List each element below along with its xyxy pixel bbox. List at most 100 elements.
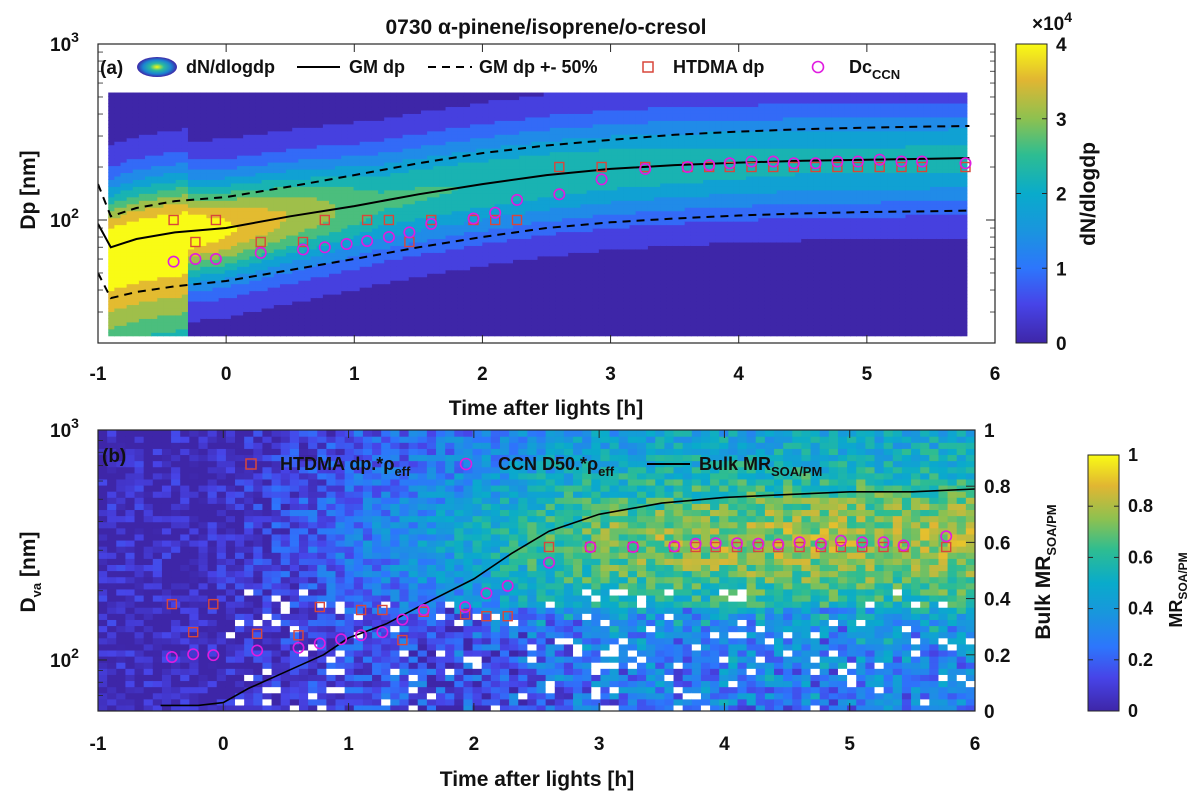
heatmap-cell — [500, 148, 508, 153]
heatmap-cell — [353, 224, 361, 229]
heatmap-cell — [537, 155, 545, 160]
heatmap-cell — [120, 134, 128, 139]
heatmap-cell — [365, 228, 373, 233]
heatmap-cell — [279, 172, 287, 177]
heatmap-cell — [138, 290, 146, 295]
heatmap-cell — [421, 120, 428, 125]
heatmap-cell — [506, 280, 514, 285]
heatmap-cell — [470, 116, 477, 121]
heatmap-cell — [359, 224, 367, 229]
heatmap-cell — [114, 238, 122, 243]
heatmap-cell — [181, 144, 189, 149]
heatmap-cell — [384, 294, 391, 299]
heatmap-cell — [463, 144, 471, 149]
heatmap-cell — [187, 266, 195, 271]
heatmap-cell — [433, 186, 441, 191]
heatmap-cell — [371, 262, 379, 267]
heatmap-cell — [163, 116, 171, 121]
heatmap-cell — [212, 283, 220, 288]
heatmap-cell — [494, 144, 502, 149]
heatmap-cell — [402, 224, 410, 229]
heatmap-cell — [519, 106, 526, 111]
heatmap-cell — [194, 168, 201, 174]
heatmap-cell — [402, 141, 410, 146]
heatmap-cell — [298, 144, 306, 149]
heatmap-cell — [353, 130, 361, 135]
heatmap-cell — [286, 144, 293, 149]
heatmap-cell — [506, 99, 514, 104]
heatmap-cell — [439, 172, 447, 177]
heatmap-cell — [310, 234, 318, 240]
heatmap-cell — [408, 245, 416, 250]
heatmap-cell — [157, 158, 165, 163]
heatmap-cell — [451, 224, 459, 229]
heatmap-cell — [298, 148, 306, 153]
heatmap-cell — [218, 151, 226, 156]
heatmap-cell — [132, 283, 140, 288]
heatmap-cell — [286, 241, 293, 246]
heatmap-cell — [292, 151, 299, 156]
heatmap-cell — [292, 210, 299, 215]
heatmap-cell — [138, 297, 146, 302]
heatmap-cell — [494, 224, 502, 229]
heatmap-cell — [279, 311, 287, 316]
heatmap-cell — [249, 318, 257, 323]
heatmap-cell — [402, 151, 410, 156]
heatmap-cell — [506, 294, 514, 299]
heatmap-cell — [414, 252, 422, 257]
heatmap-cell — [279, 102, 287, 108]
heatmap-cell — [525, 280, 532, 285]
heatmap-cell — [537, 151, 545, 156]
heatmap-cell — [384, 241, 391, 246]
heatmap-cell — [433, 99, 441, 104]
heatmap-cell — [273, 290, 281, 295]
heatmap-cell — [494, 332, 502, 337]
heatmap-cell — [194, 266, 201, 271]
heatmap-cell — [353, 276, 361, 281]
heatmap-cell — [451, 276, 459, 281]
heatmap-cell — [365, 328, 373, 333]
heatmap-cell — [384, 276, 391, 281]
heatmap-cell — [286, 130, 293, 135]
heatmap-cell — [371, 148, 379, 153]
heatmap-cell — [500, 137, 508, 142]
heatmap-cell — [218, 130, 226, 135]
heatmap-cell — [243, 99, 250, 104]
heatmap-cell — [408, 224, 416, 229]
heatmap-cell — [120, 276, 128, 281]
heatmap-cell — [408, 238, 416, 243]
heatmap-cell — [304, 252, 312, 257]
heatmap-cell — [519, 151, 526, 156]
heatmap-cell — [506, 96, 514, 101]
heatmap-cell — [261, 102, 269, 108]
heatmap-cell — [347, 290, 355, 295]
heatmap-cell — [519, 300, 526, 306]
heatmap-cell — [206, 137, 214, 142]
heatmap-cell — [286, 252, 293, 257]
heatmap-cell — [114, 269, 122, 274]
heatmap-cell — [126, 189, 134, 194]
heatmap-cell — [476, 193, 483, 198]
heatmap-cell — [531, 273, 539, 278]
heatmap-cell — [255, 280, 263, 285]
heatmap-cell — [519, 123, 526, 128]
heatmap-cell — [175, 193, 183, 198]
heatmap-cell — [506, 259, 514, 264]
heatmap-cell — [310, 168, 318, 174]
heatmap-cell — [163, 245, 171, 250]
heatmap-cell — [329, 203, 336, 208]
heatmap-cell — [224, 109, 232, 114]
heatmap-cell — [273, 207, 281, 212]
heatmap-cell — [175, 214, 183, 219]
heatmap-cell — [335, 155, 342, 160]
heatmap-cell — [292, 283, 299, 288]
heatmap-cell — [261, 269, 269, 274]
heatmap-cell — [298, 300, 306, 306]
heatmap-cell — [439, 165, 447, 170]
heatmap-cell — [151, 328, 158, 333]
heatmap-cell — [230, 175, 238, 180]
heatmap-cell — [335, 314, 342, 319]
heatmap-cell — [494, 158, 502, 163]
heatmap-cell — [249, 134, 257, 139]
heatmap-cell — [519, 155, 526, 160]
